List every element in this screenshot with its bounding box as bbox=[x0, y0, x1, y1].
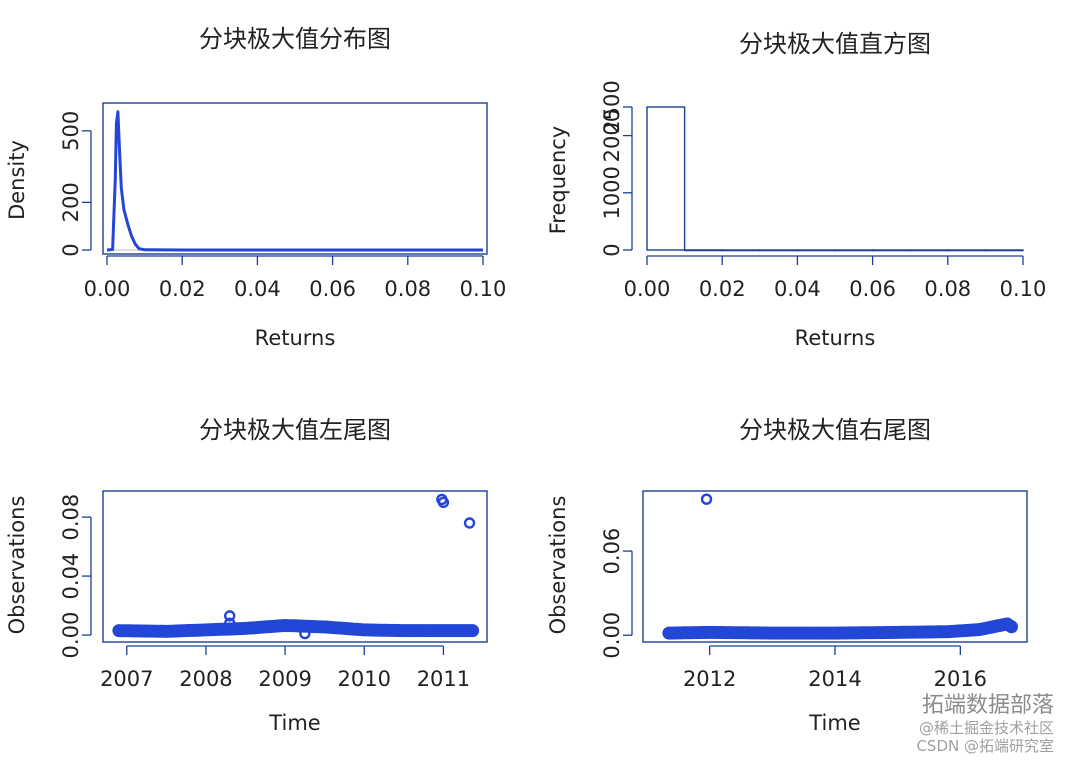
x-tick-label: 2011 bbox=[417, 667, 470, 691]
plot-frame bbox=[102, 102, 488, 255]
watermark: 拓端数据部落 @稀土掘金技术社区 CSDN @拓端研究室 bbox=[916, 687, 1054, 755]
x-axis-label: Returns bbox=[795, 326, 876, 350]
y-tick-label: 0.04 bbox=[59, 553, 83, 600]
x-tick-label: 0.00 bbox=[624, 277, 671, 301]
watermark-line-2: CSDN @拓端研究室 bbox=[916, 737, 1054, 755]
histogram-bar bbox=[796, 249, 836, 252]
histogram-panel: 分块极大值直方图 Returns Frequency 0.00 0.02 0.04 0.06… bbox=[546, 30, 1046, 350]
histogram-bar bbox=[759, 249, 799, 252]
x-tick-label: 0.10 bbox=[1000, 277, 1047, 301]
y-tick-label: 0.08 bbox=[59, 494, 83, 541]
outlier-point bbox=[223, 610, 236, 622]
y-tick-label: 200 bbox=[59, 182, 83, 222]
x-tick-label: 2009 bbox=[258, 667, 311, 691]
observation-band bbox=[662, 617, 1018, 640]
right-tail-panel: 分块极大值右尾图 Time Observations 2012 2014 2016 0.00… bbox=[546, 416, 1028, 735]
histogram-bar bbox=[834, 249, 874, 252]
y-tick-label: 2500 bbox=[600, 80, 624, 133]
histogram-bar bbox=[947, 249, 987, 252]
y-tick-label: 0 bbox=[600, 243, 624, 256]
y-axis-label: Observations bbox=[5, 496, 29, 635]
histogram-bar bbox=[683, 249, 723, 252]
x-tick-label: 0.04 bbox=[774, 277, 821, 301]
outlier-point bbox=[700, 493, 713, 505]
x-tick-label: 0.10 bbox=[460, 277, 507, 301]
chart-title: 分块极大值分布图 bbox=[199, 25, 391, 53]
x-axis-label: Time bbox=[808, 711, 860, 735]
x-axis-label: Time bbox=[268, 711, 320, 735]
x-tick-label: 2014 bbox=[808, 667, 861, 691]
chart-title: 分块极大值直方图 bbox=[739, 30, 931, 58]
x-tick-label: 2010 bbox=[338, 667, 391, 691]
histogram-bar bbox=[909, 249, 949, 252]
histogram-bar bbox=[646, 106, 686, 251]
observation-band bbox=[112, 619, 480, 638]
histogram-bar bbox=[871, 249, 911, 252]
watermark-line-1: @稀土掘金技术社区 bbox=[918, 719, 1054, 737]
x-tick-label: 2012 bbox=[683, 667, 736, 691]
left-tail-panel: 分块极大值左尾图 Time Observations 2007 2008 2009 2010… bbox=[5, 416, 488, 735]
y-tick-label: 0.00 bbox=[59, 612, 83, 659]
x-tick-label: 0.04 bbox=[234, 277, 281, 301]
y-tick-label: 0 bbox=[59, 243, 83, 256]
x-tick-label: 2007 bbox=[100, 667, 153, 691]
x-tick-label: 2016 bbox=[934, 667, 987, 691]
y-tick-label: 0.06 bbox=[600, 528, 624, 575]
plot-frame bbox=[642, 490, 1028, 643]
y-tick-label: 500 bbox=[59, 111, 83, 151]
y-axis-label: Frequency bbox=[546, 126, 570, 235]
observation-point bbox=[466, 624, 480, 638]
x-tick-label: 2008 bbox=[179, 667, 232, 691]
x-tick-label: 0.02 bbox=[699, 277, 746, 301]
x-axis-label: Returns bbox=[255, 326, 336, 350]
density-line bbox=[106, 110, 483, 252]
chart-title: 分块极大值右尾图 bbox=[739, 416, 931, 444]
x-tick-label: 0.02 bbox=[159, 277, 206, 301]
histogram-bar bbox=[721, 249, 761, 252]
y-tick-label: 0.00 bbox=[600, 612, 624, 659]
y-tick-label: 1000 bbox=[600, 166, 624, 219]
histogram-bar bbox=[984, 249, 1024, 252]
y-tick-label: 2000 bbox=[600, 109, 624, 162]
outlier-point bbox=[299, 627, 311, 640]
outlier-point bbox=[463, 517, 476, 529]
y-axis-label: Density bbox=[5, 140, 29, 220]
outlier-point bbox=[437, 496, 450, 509]
x-tick-label: 0.08 bbox=[384, 277, 431, 301]
x-tick-label: 0.00 bbox=[84, 277, 131, 301]
x-tick-label: 0.06 bbox=[309, 277, 356, 301]
outlier-point bbox=[223, 617, 236, 629]
x-tick-label: 0.06 bbox=[849, 277, 896, 301]
chart-title: 分块极大值左尾图 bbox=[199, 416, 391, 444]
y-axis-label: Observations bbox=[546, 496, 570, 635]
observation-point bbox=[1005, 620, 1018, 634]
x-tick-label: 0.08 bbox=[924, 277, 971, 301]
plot-frame bbox=[102, 490, 488, 643]
density-panel: 分块极大值分布图 Returns Density 0.00 0.02 0.04 0.06 0.… bbox=[5, 25, 506, 350]
watermark-brand: 拓端数据部落 bbox=[921, 693, 1054, 718]
